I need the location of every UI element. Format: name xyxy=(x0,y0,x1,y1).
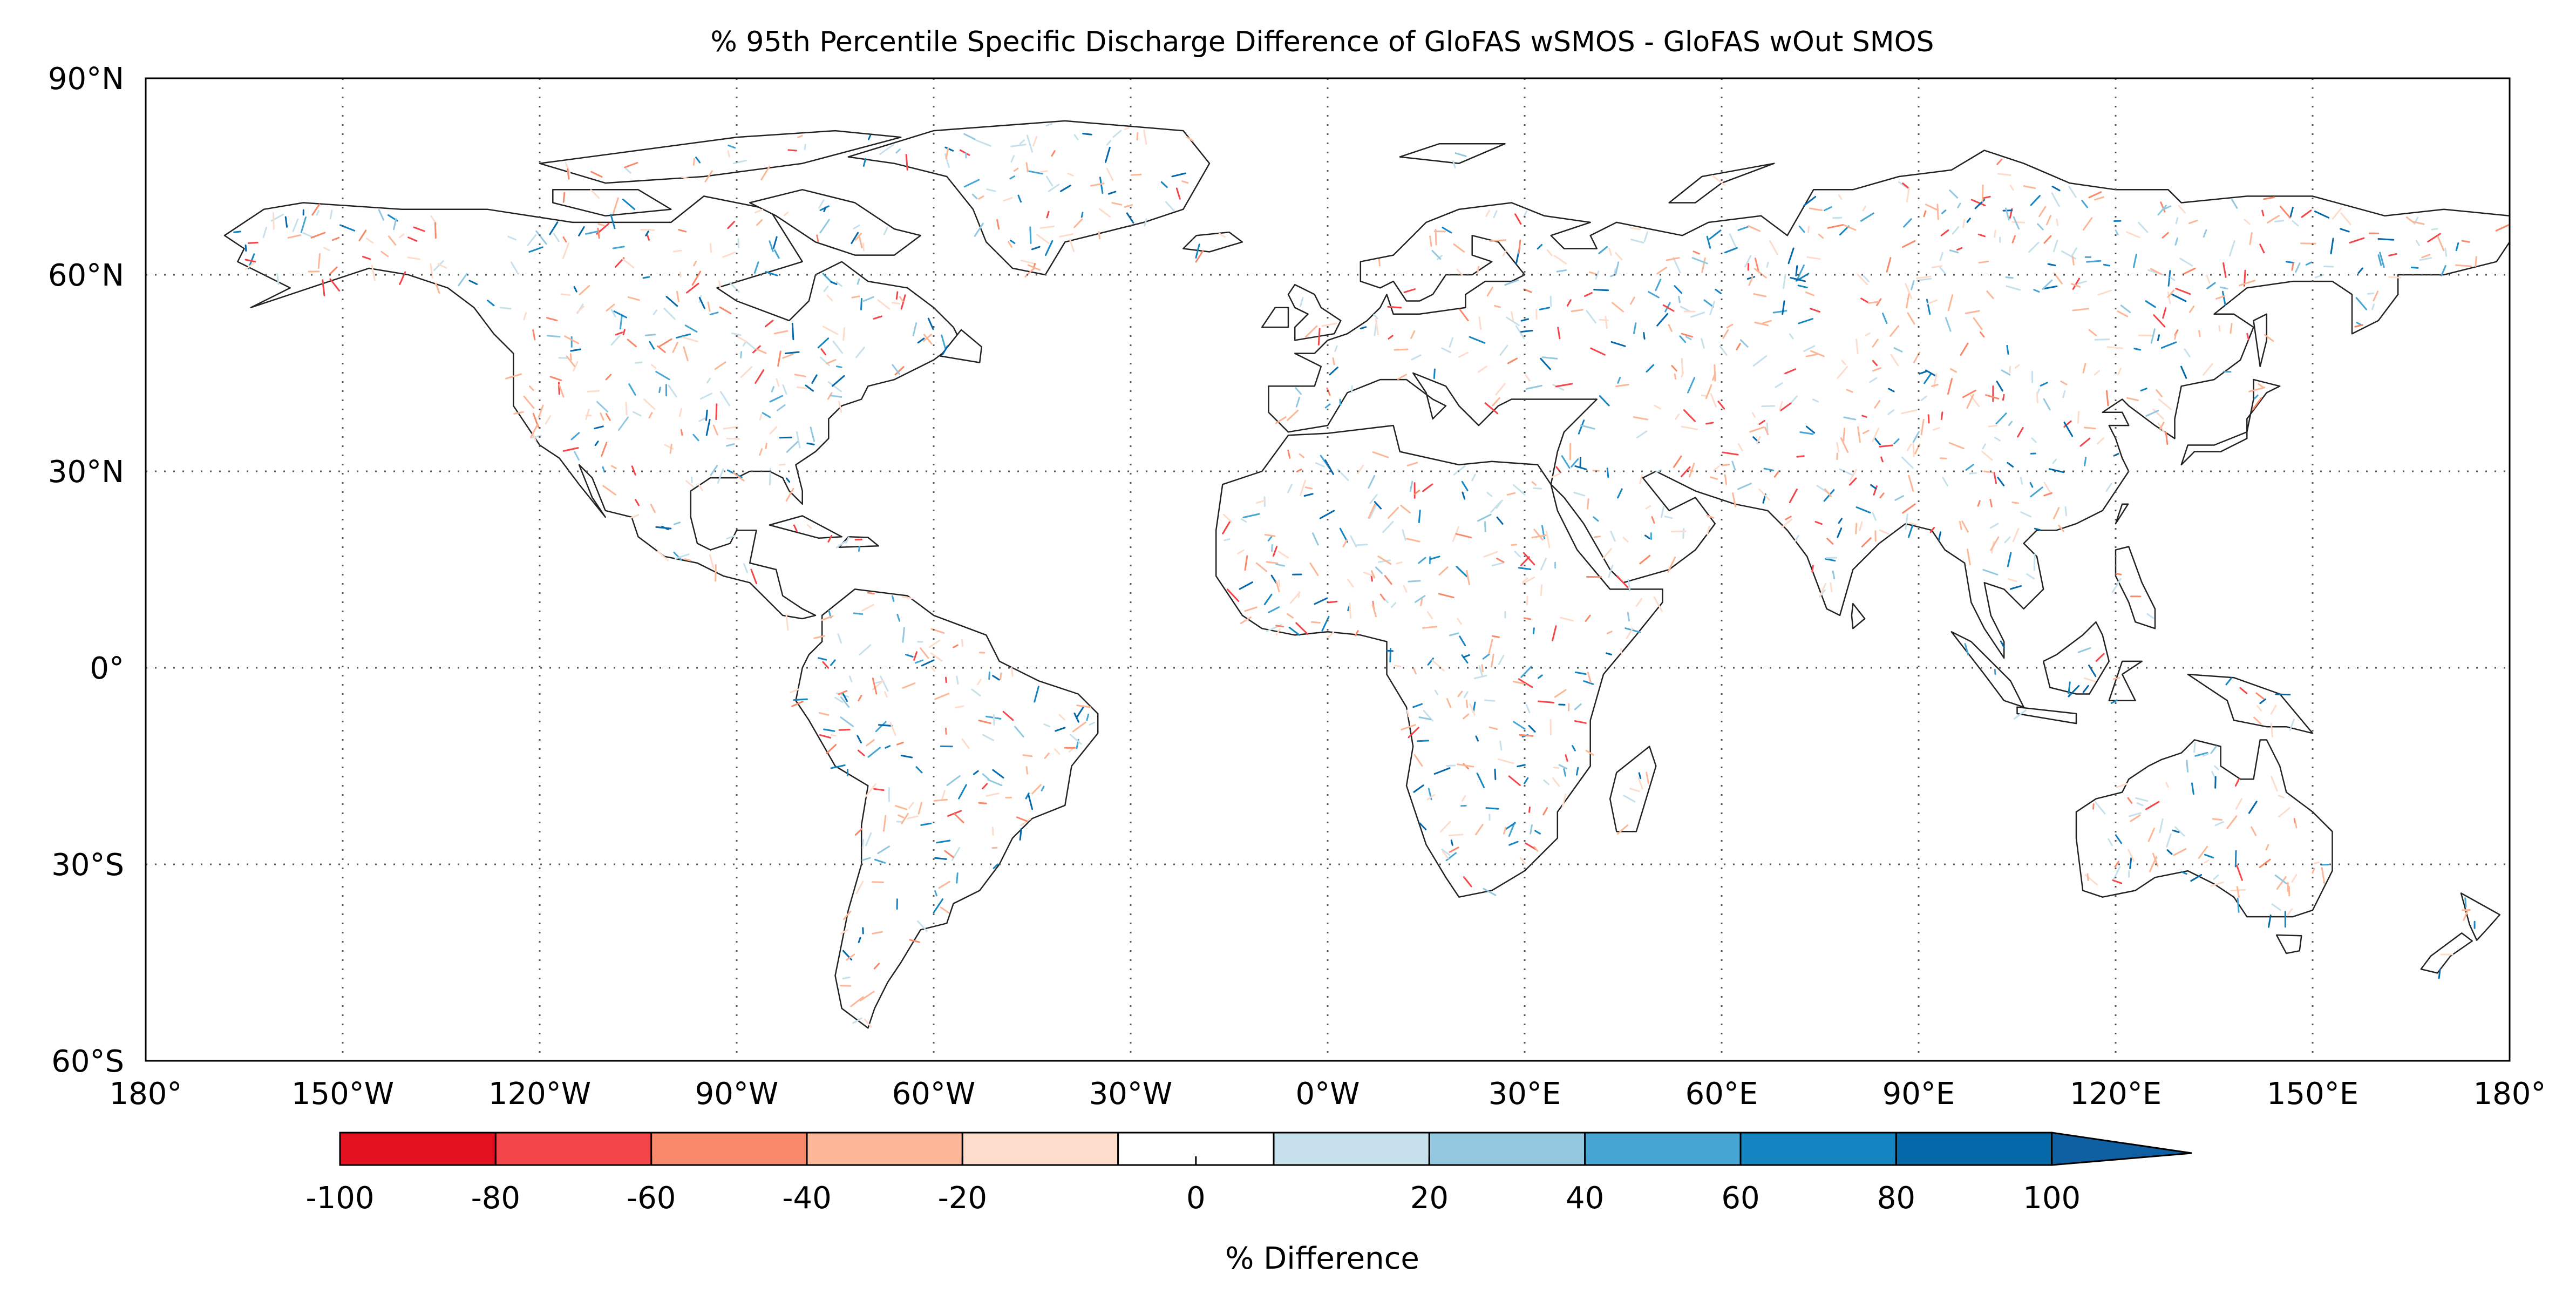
stream-segments xyxy=(378,133,2301,896)
stream-segments xyxy=(244,127,2453,1028)
colorbar-bin xyxy=(961,1132,1119,1166)
stream-segments xyxy=(287,132,2477,1007)
landmass-new-guinea xyxy=(2187,673,2314,734)
lon-tick-label: 90°E xyxy=(1882,1076,1955,1112)
map-frame xyxy=(145,77,2511,1062)
colorbar-bins xyxy=(339,1132,2192,1166)
lon-tick-label: 120°E xyxy=(2070,1076,2162,1112)
landmass-cuba xyxy=(769,515,842,539)
lat-tick-label: 90°N xyxy=(48,62,124,97)
longitude-tick-labels: 180° 150°W 120°W 90°W 60°W 30°W 0°W 30°E 60°E 90°… xyxy=(110,1076,2546,1112)
lon-tick-label: 30°W xyxy=(1089,1076,1173,1112)
latitude-tick-labels: 90°N 60°N 30°N 0° 30°S 60°S xyxy=(48,62,124,1079)
colorbar-ticks: -100 -80 -60 -40 -20 0 20 40 60 80 100 xyxy=(305,1156,2081,1216)
colorbar-tick-label: 0 xyxy=(1186,1181,1206,1216)
landmass-japan xyxy=(2180,378,2281,466)
lat-tick-label: 60°S xyxy=(51,1044,124,1079)
landmass-south-america xyxy=(795,588,1099,1029)
landmass-victoria-island xyxy=(552,189,672,217)
lon-tick-label: 150°E xyxy=(2267,1076,2358,1112)
landmass-greenland xyxy=(847,120,1211,276)
colorbar-bin xyxy=(494,1132,653,1166)
colorbar-bin xyxy=(1739,1132,1897,1166)
lon-tick-label: 180° xyxy=(2473,1076,2546,1112)
lon-tick-label: 0°W xyxy=(1296,1076,1360,1112)
lon-tick-label: 30°E xyxy=(1488,1076,1561,1112)
colorbar-bin xyxy=(1584,1132,1742,1166)
landmass-philippines xyxy=(2115,546,2156,629)
landmass-sri-lanka xyxy=(1851,602,1866,629)
discharge-difference-layer xyxy=(233,123,2510,1028)
map-title: % 95th Percentile Specific Discharge Dif… xyxy=(710,26,1934,58)
landmass-sulawesi xyxy=(2108,660,2143,701)
colorbar-bin xyxy=(1895,1132,2053,1166)
lon-tick-label: 60°W xyxy=(892,1076,976,1112)
landmass-java xyxy=(2016,706,2077,724)
colorbar-tick-label: 40 xyxy=(1566,1181,1604,1216)
map-panel xyxy=(145,77,2511,1062)
lon-tick-label: 180° xyxy=(110,1076,182,1112)
lat-tick-label: 60°N xyxy=(48,258,124,293)
landmass-tasmania xyxy=(2275,934,2302,954)
landmass-eurasia xyxy=(1268,150,2511,659)
colorbar-tick-label: -80 xyxy=(471,1181,520,1216)
colorbar: -100 -80 -60 -40 -20 0 20 40 60 80 100 % Differenc… xyxy=(305,1132,2192,1276)
landmass-arctic-islands xyxy=(539,130,902,184)
lon-tick-label: 120°W xyxy=(488,1076,591,1112)
colorbar-tick-label: -60 xyxy=(627,1181,676,1216)
stream-segments xyxy=(244,133,2441,979)
landmass-sumatra xyxy=(1950,631,2024,708)
colorbar-tick-label: 60 xyxy=(1721,1181,1759,1216)
colorbar-tick-label: -100 xyxy=(305,1181,374,1216)
lon-tick-label: 150°W xyxy=(291,1076,394,1112)
colorbar-bin xyxy=(1273,1132,1430,1166)
colorbar-tick-label: 80 xyxy=(1877,1181,1915,1216)
stream-segments xyxy=(300,144,2467,913)
lat-tick-label: 30°S xyxy=(51,848,124,883)
colorbar-tick-label: -40 xyxy=(782,1181,831,1216)
colorbar-bin xyxy=(1428,1132,1586,1166)
colorbar-bin xyxy=(806,1132,963,1166)
landmass-australia xyxy=(2075,739,2333,918)
landmass-africa xyxy=(1215,424,1663,898)
landmass-taiwan xyxy=(2115,503,2129,525)
stream-segments xyxy=(262,123,2448,1024)
lat-tick-label: 30°N xyxy=(48,455,124,490)
colorbar-tick-label: 20 xyxy=(1410,1181,1449,1216)
lon-tick-label: 60°E xyxy=(1685,1076,1758,1112)
colorbar-tick-label: -20 xyxy=(938,1181,987,1216)
landmass-newfoundland xyxy=(939,329,983,363)
landmass-svalbard xyxy=(1399,143,1506,164)
colorbar-label: % Difference xyxy=(1225,1241,1419,1276)
lat-tick-label: 0° xyxy=(90,651,124,686)
landmass-ireland xyxy=(1261,307,1289,328)
landmass-new-zealand-north xyxy=(2460,892,2501,941)
lon-tick-label: 90°W xyxy=(695,1076,779,1112)
landmass-hispaniola xyxy=(838,536,880,548)
landmass-sakhalin xyxy=(2253,313,2268,368)
landmass-new-zealand-south xyxy=(2420,932,2473,974)
colorbar-tick-label: 100 xyxy=(2023,1181,2081,1216)
colorbar-extend-arrow xyxy=(2051,1132,2192,1166)
colorbar-bin xyxy=(339,1132,497,1166)
colorbar-bin xyxy=(650,1132,808,1166)
landmass-borneo xyxy=(2042,621,2110,695)
